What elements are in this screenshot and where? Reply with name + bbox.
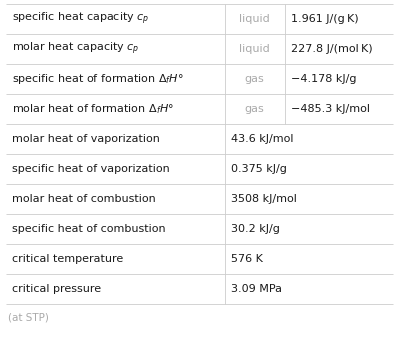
Text: specific heat of formation $\Delta_f H°$: specific heat of formation $\Delta_f H°$ — [12, 72, 184, 86]
Text: 3508 kJ/mol: 3508 kJ/mol — [231, 194, 296, 204]
Text: 1.961 J/(g K): 1.961 J/(g K) — [290, 14, 358, 24]
Text: gas: gas — [245, 104, 265, 114]
Text: critical temperature: critical temperature — [12, 254, 123, 264]
Text: 227.8 J/(mol K): 227.8 J/(mol K) — [290, 44, 372, 54]
Text: molar heat of formation $\Delta_f H°$: molar heat of formation $\Delta_f H°$ — [12, 102, 174, 116]
Text: 576 K: 576 K — [231, 254, 263, 264]
Text: −485.3 kJ/mol: −485.3 kJ/mol — [290, 104, 369, 114]
Text: liquid: liquid — [239, 14, 270, 24]
Text: 30.2 kJ/g: 30.2 kJ/g — [231, 224, 280, 234]
Text: (at STP): (at STP) — [8, 313, 49, 323]
Text: gas: gas — [245, 74, 265, 84]
Text: 0.375 kJ/g: 0.375 kJ/g — [231, 164, 286, 174]
Text: specific heat of vaporization: specific heat of vaporization — [12, 164, 170, 174]
Text: liquid: liquid — [239, 44, 270, 54]
Text: critical pressure: critical pressure — [12, 284, 101, 294]
Text: 43.6 kJ/mol: 43.6 kJ/mol — [231, 134, 293, 144]
Text: specific heat of combustion: specific heat of combustion — [12, 224, 166, 234]
Text: molar heat of combustion: molar heat of combustion — [12, 194, 156, 204]
Text: 3.09 MPa: 3.09 MPa — [231, 284, 282, 294]
Text: molar heat of vaporization: molar heat of vaporization — [12, 134, 160, 144]
Text: −4.178 kJ/g: −4.178 kJ/g — [290, 74, 356, 84]
Text: molar heat capacity $c_p$: molar heat capacity $c_p$ — [12, 41, 140, 57]
Text: specific heat capacity $c_p$: specific heat capacity $c_p$ — [12, 11, 149, 27]
